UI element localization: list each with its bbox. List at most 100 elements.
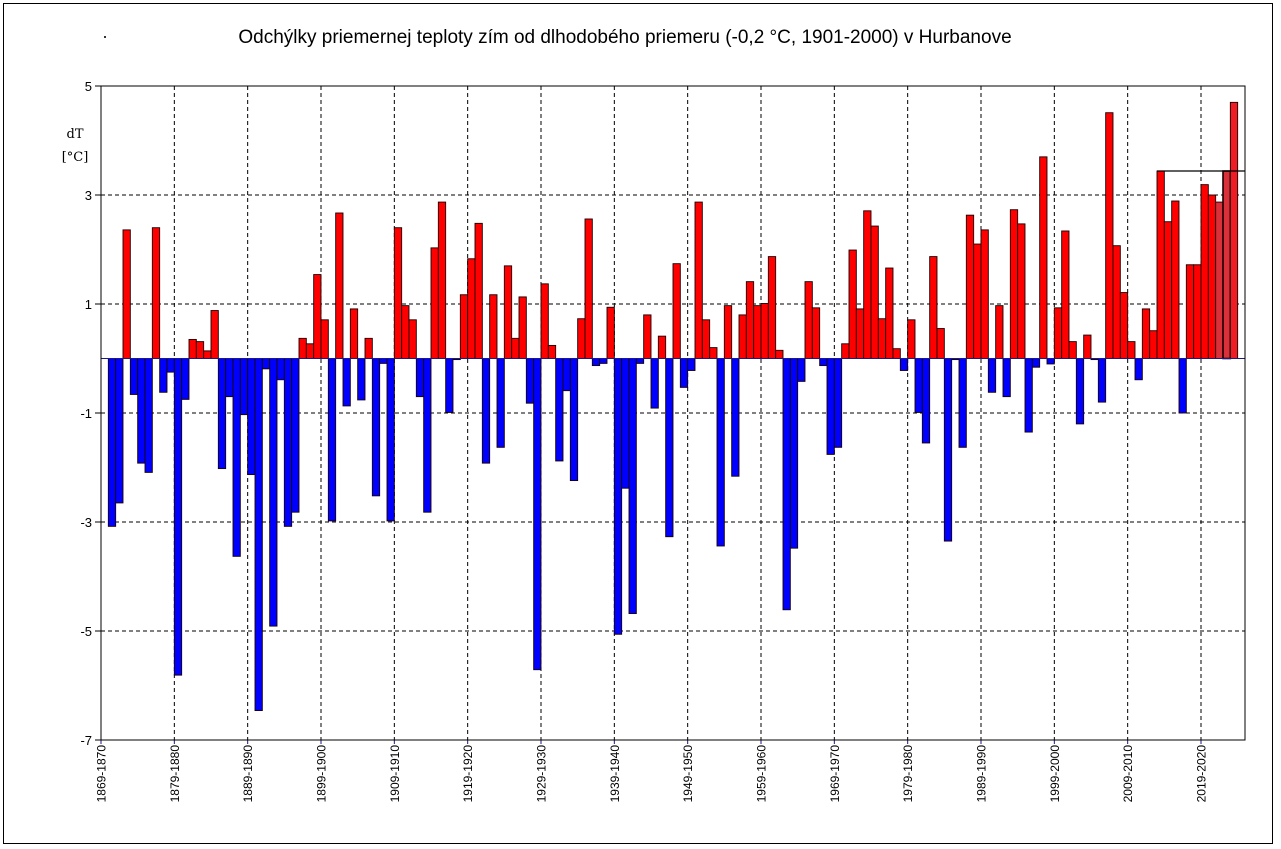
bar: [643, 314, 652, 359]
bar: [137, 358, 146, 464]
y-axis-label: dT: [67, 127, 84, 142]
bar: [753, 305, 762, 359]
bar: [1097, 358, 1107, 403]
x-tick-label: 1989-1990: [975, 745, 989, 803]
bar: [313, 274, 322, 359]
bar: [327, 358, 337, 522]
bar: [210, 310, 219, 359]
bar: [291, 358, 300, 513]
x-tick-label: 1919-1920: [461, 745, 475, 803]
bar: [1178, 358, 1187, 414]
x-tick-label: 1879-1880: [168, 745, 182, 803]
bar: [782, 358, 791, 611]
x-tick-label: 1999-2000: [1048, 745, 1062, 803]
x-tick-label: 1929-1930: [535, 745, 549, 803]
bar: [885, 267, 894, 359]
bar: [1075, 358, 1085, 425]
bar: [217, 358, 227, 470]
bar: [973, 243, 982, 359]
bar: [863, 210, 872, 359]
bar: [503, 265, 513, 359]
bar: [1229, 101, 1239, 359]
bar: [1046, 358, 1055, 365]
bar: [635, 358, 645, 364]
y-tick-label: 1: [85, 297, 92, 312]
bar: [1127, 341, 1136, 359]
bar: [833, 358, 843, 448]
bar: [349, 308, 359, 359]
y-axis-unit: [°C]: [62, 150, 89, 165]
bar: [232, 358, 241, 557]
bar: [107, 358, 117, 527]
bar: [921, 358, 931, 444]
x-tick-label: 1869-1870: [95, 745, 109, 803]
bar: [980, 229, 989, 359]
bar: [511, 337, 520, 359]
bar: [181, 358, 190, 400]
bar: [225, 358, 234, 398]
y-tick-label: -1: [80, 406, 92, 421]
bar: [621, 358, 630, 489]
bar: [665, 358, 674, 538]
bar: [247, 358, 256, 476]
bar: [129, 358, 139, 395]
bar: [657, 335, 667, 359]
bar: [459, 294, 469, 359]
chart-title-text: Odchýlky priemernej teploty zím od dlhod…: [238, 27, 1012, 48]
bar: [555, 358, 564, 462]
bar: [987, 358, 997, 393]
bar: [819, 358, 828, 367]
bar: [1112, 245, 1121, 359]
y-tick-label: -3: [80, 515, 92, 530]
bar: [687, 358, 696, 371]
bar: [914, 358, 923, 413]
bar: [606, 306, 615, 359]
bar: [1105, 112, 1114, 359]
bar: [423, 358, 432, 513]
bar: [445, 358, 454, 413]
bar: [335, 212, 344, 359]
bar: [320, 319, 329, 359]
bar: [1009, 209, 1019, 359]
bar: [467, 258, 476, 359]
bar: [115, 358, 124, 504]
x-tick-label: 1939-1940: [608, 745, 622, 803]
bar: [173, 358, 183, 676]
bar: [936, 328, 945, 359]
bar: [613, 358, 623, 635]
bar: [701, 319, 711, 359]
bar: [166, 358, 175, 373]
bar: [1002, 358, 1011, 398]
y-tick-label: 5: [85, 79, 92, 94]
bar: [826, 358, 835, 455]
bar: [591, 358, 601, 367]
bar: [533, 358, 542, 671]
bar: [1171, 200, 1180, 359]
bar: [474, 222, 483, 359]
bar: [283, 358, 293, 527]
bar: [738, 314, 747, 359]
bar: [1061, 230, 1070, 359]
x-tick-label: 1949-1950: [681, 745, 695, 803]
bar: [1134, 358, 1143, 381]
bar: [1017, 223, 1026, 359]
bar: [1163, 221, 1173, 359]
bar: [694, 201, 703, 359]
bar: [855, 308, 865, 359]
y-tick-label: -7: [80, 733, 92, 748]
x-tick-label: 2009-2010: [1121, 745, 1135, 803]
bar: [1185, 264, 1195, 359]
bar: [1031, 358, 1041, 368]
y-tick-label: -5: [80, 624, 92, 639]
bar: [1083, 334, 1092, 359]
bar: [437, 201, 447, 359]
bar: [731, 358, 740, 477]
bar: [723, 305, 733, 359]
bar: [364, 337, 373, 359]
x-tick-label: 1959-1960: [755, 745, 769, 803]
marker-dot: [104, 36, 106, 38]
bar: [489, 294, 498, 359]
bar: [239, 358, 249, 416]
y-tick-labels: 5 3 1 -1 -3 -5 -7: [80, 79, 92, 748]
